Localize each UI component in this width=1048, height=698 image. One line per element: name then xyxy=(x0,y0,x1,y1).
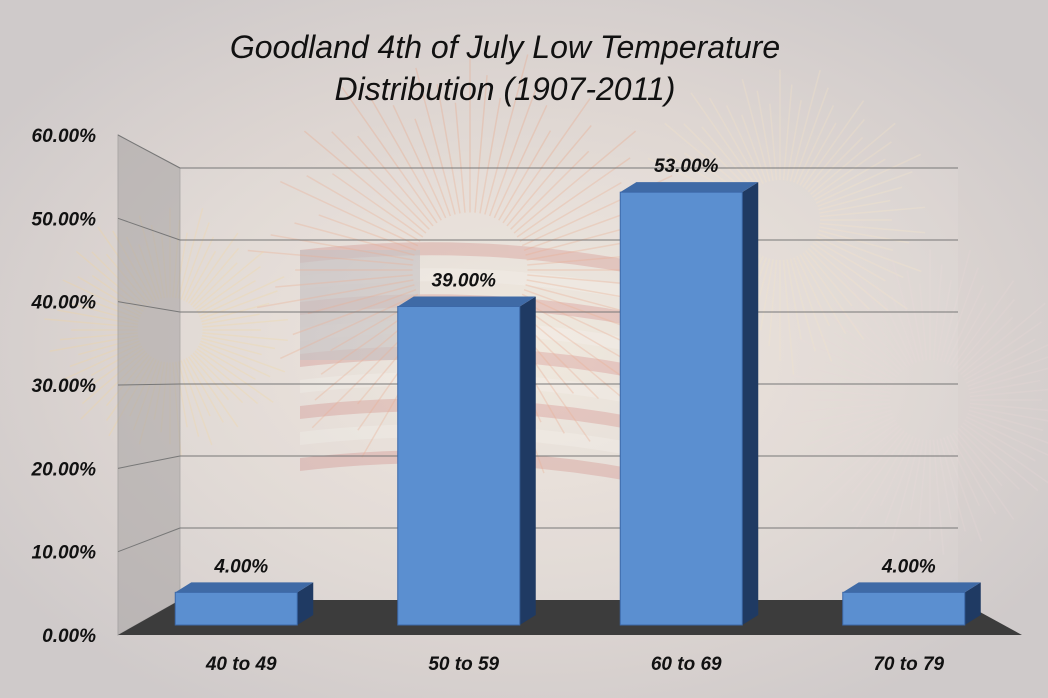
y-tick-label: 30.00% xyxy=(32,376,97,397)
data-label: 4.00% xyxy=(881,556,936,577)
y-tick-label: 40.00% xyxy=(31,293,97,314)
bar-side xyxy=(742,182,759,625)
data-label: 4.00% xyxy=(213,556,268,577)
x-axis-ticks: 40 to 49 50 to 59 60 to 69 70 to 79 xyxy=(205,654,945,675)
bar-top xyxy=(175,582,314,593)
bar xyxy=(619,182,759,626)
chart-title-line-1: Goodland 4th of July Low Temperature xyxy=(230,29,780,65)
x-tick-label: 40 to 49 xyxy=(205,654,277,675)
bar xyxy=(842,582,981,626)
y-tick-label: 50.00% xyxy=(32,209,97,230)
bar-side xyxy=(519,296,536,625)
y-tick-label: 20.00% xyxy=(31,459,97,480)
chart-title-line-2: Distribution (1907-2011) xyxy=(335,71,676,107)
x-tick-label: 60 to 69 xyxy=(651,654,722,675)
bar xyxy=(174,582,314,626)
bar-front xyxy=(619,191,743,626)
bars xyxy=(174,182,981,626)
gridlines xyxy=(117,134,958,553)
y-tick-label: 60.00% xyxy=(32,126,97,147)
x-tick-label: 70 to 79 xyxy=(873,654,944,675)
bar-front xyxy=(174,591,298,626)
bar xyxy=(397,296,536,626)
bar-front xyxy=(397,306,521,626)
x-tick-label: 50 to 59 xyxy=(428,654,499,675)
bar-top xyxy=(620,182,759,193)
data-labels: 4.00% 39.00% 53.00% 4.00% xyxy=(213,156,935,577)
bar-top xyxy=(397,296,536,307)
y-tick-label: 0.00% xyxy=(42,626,96,647)
bar-front xyxy=(842,591,966,626)
chart-floor xyxy=(118,600,1022,635)
bar-side xyxy=(964,582,981,625)
data-label: 53.00% xyxy=(654,156,719,177)
bar-side xyxy=(297,582,314,625)
y-axis-ticks: 0.00% 10.00% 20.00% 30.00% 40.00% 50.00% 60.00… xyxy=(31,126,97,647)
data-label: 39.00% xyxy=(432,271,497,292)
y-tick-label: 10.00% xyxy=(32,543,97,564)
bar-top xyxy=(842,582,981,593)
